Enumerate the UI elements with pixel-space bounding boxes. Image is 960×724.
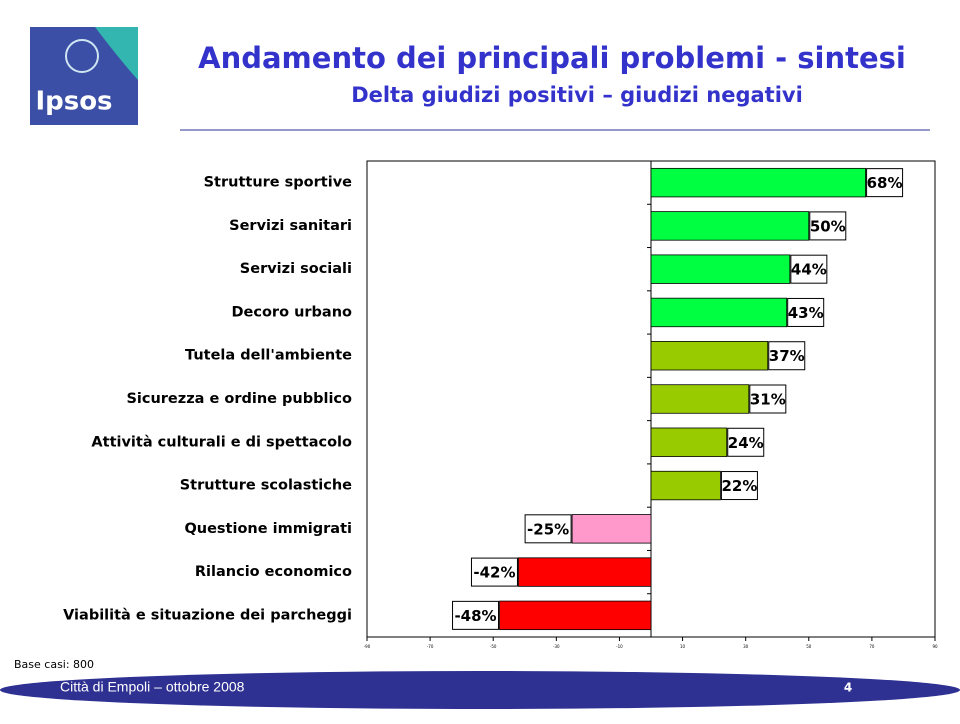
- y-tick-label: Decoro urbano: [231, 304, 352, 320]
- value-label: 43%: [788, 304, 824, 322]
- y-tick-label: Strutture scolastiche: [180, 478, 352, 494]
- logo-swoosh: [95, 27, 138, 80]
- bar: [650, 254, 791, 284]
- y-tick-label: Rilancio economico: [195, 564, 352, 580]
- value-label: 37%: [769, 347, 805, 365]
- x-tick-label: -50: [490, 644, 497, 649]
- x-tick-label: -70: [427, 644, 434, 649]
- title: Andamento dei principali problemi - sint…: [198, 41, 906, 75]
- value-label: 44%: [791, 261, 827, 279]
- bar: [571, 514, 652, 544]
- bar: [650, 384, 750, 414]
- value-label: 22%: [721, 477, 757, 495]
- value-label: 50%: [810, 217, 846, 235]
- subtitle: Delta giudizi positivi – giudizi negativ…: [351, 83, 803, 107]
- x-tick-label: -10: [616, 644, 623, 649]
- y-tick-label: Tutela dell'ambiente: [185, 348, 352, 364]
- x-tick-label: 90: [932, 644, 938, 649]
- value-label-box: [749, 384, 787, 414]
- bar: [650, 470, 721, 501]
- value-label-box: [768, 341, 806, 371]
- y-tick-label: Questione immigrati: [184, 521, 352, 537]
- value-label: 24%: [728, 434, 764, 452]
- value-label: -48%: [454, 607, 496, 625]
- x-tick-label: 70: [869, 644, 875, 649]
- value-label-box: [866, 168, 904, 198]
- x-tick-label: 30: [743, 644, 749, 649]
- value-label-box: [790, 254, 828, 284]
- y-tick-label: Sicurezza e ordine pubblico: [126, 391, 352, 407]
- value-label-box: [470, 557, 518, 587]
- value-label: -42%: [473, 564, 515, 582]
- bar: [518, 557, 652, 587]
- x-tick-label: -30: [553, 644, 560, 649]
- footer-band: [0, 671, 960, 709]
- x-tick-label: 50: [806, 644, 812, 649]
- bar: [499, 600, 652, 631]
- y-tick-label: Servizi sanitari: [229, 218, 352, 234]
- value-label-box: [727, 427, 765, 457]
- y-tick-label: Attività culturali e di spettacolo: [91, 434, 352, 450]
- y-tick-label: Servizi sociali: [240, 261, 352, 277]
- y-tick-label: Strutture sportive: [204, 175, 353, 191]
- value-label-box: [809, 211, 847, 241]
- bar: [650, 211, 810, 241]
- bar: [650, 297, 788, 328]
- x-tick-label: -90: [364, 644, 371, 649]
- y-tick-label: Viabilità e situazione dei parcheggi: [63, 607, 352, 623]
- page-number: 4: [844, 681, 852, 695]
- footer-text: Città di Empoli – ottobre 2008: [60, 679, 245, 695]
- logo-text: Ipsos: [35, 87, 112, 117]
- value-label-box: [787, 297, 825, 327]
- value-label-box: [452, 600, 500, 630]
- bar: [650, 167, 866, 198]
- value-label-box: [720, 471, 758, 501]
- logo-figure: [65, 39, 99, 73]
- value-label-box: [524, 514, 572, 544]
- bar: [650, 341, 769, 371]
- base-note: Base casi: 800: [14, 658, 94, 671]
- value-label: 31%: [750, 391, 786, 409]
- x-tick-label: 10: [680, 644, 686, 649]
- bar: [650, 427, 728, 457]
- value-label: 68%: [867, 174, 903, 192]
- value-label: -25%: [527, 520, 569, 538]
